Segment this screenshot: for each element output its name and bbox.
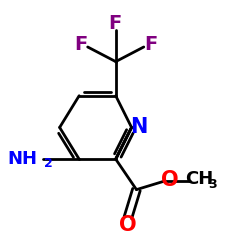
Text: O: O bbox=[119, 215, 137, 235]
Text: NH: NH bbox=[8, 150, 38, 168]
Text: F: F bbox=[144, 35, 158, 54]
Text: CH: CH bbox=[185, 170, 214, 188]
Text: F: F bbox=[108, 14, 122, 32]
Text: O: O bbox=[160, 170, 178, 190]
Text: N: N bbox=[130, 117, 147, 137]
Text: 3: 3 bbox=[208, 178, 216, 191]
Text: F: F bbox=[74, 35, 88, 54]
Text: 2: 2 bbox=[44, 157, 52, 170]
